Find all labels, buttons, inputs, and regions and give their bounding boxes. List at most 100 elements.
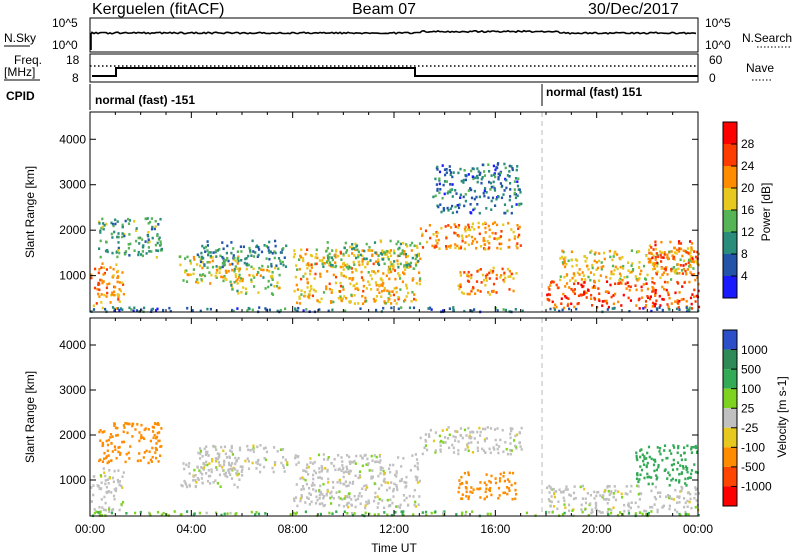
velocity-cell-4	[318, 490, 321, 494]
velocity-cell-5	[483, 439, 487, 443]
velocity-cell-4	[297, 461, 300, 464]
power-cell-1	[99, 229, 102, 233]
power-cell-5	[409, 265, 412, 268]
power-cell-5	[353, 293, 356, 297]
velocity-cell-5	[514, 434, 517, 438]
power-cell-6	[342, 261, 345, 265]
power-cell-9	[513, 191, 516, 195]
velocity-cell-2	[192, 475, 195, 478]
power-cell-13	[104, 307, 107, 311]
power-cell-3	[207, 251, 210, 254]
power-cell-11	[616, 253, 619, 256]
velocity-cell-7	[686, 505, 689, 508]
velocity-cell-3	[228, 463, 231, 466]
power-cell-2	[203, 274, 207, 278]
velocity-cell-5	[428, 435, 431, 438]
power-cell-3	[196, 253, 199, 257]
velocity-cell-7	[597, 490, 600, 494]
power-cell-12	[662, 256, 665, 259]
power-cell-4	[262, 268, 265, 272]
power-cell-10	[694, 300, 697, 303]
power-cell-3	[240, 250, 243, 253]
power-cell-13	[236, 307, 239, 310]
velocity-cell-4	[360, 495, 363, 498]
power-cell-9	[443, 168, 447, 171]
velocity-cell-9	[442, 511, 445, 514]
power-cell-1	[142, 245, 145, 249]
power-cell-4	[239, 279, 242, 283]
power-cell-5	[350, 293, 353, 297]
power-cell-4	[239, 277, 243, 280]
power-cell-8	[470, 273, 473, 277]
power-cell-0	[118, 300, 121, 303]
power-cell-5	[332, 300, 335, 304]
power-cell-13	[502, 308, 505, 311]
noise-tick-low-right: 10^0	[705, 38, 731, 52]
power-cell-11	[619, 257, 622, 261]
velocity-cell-3	[279, 448, 283, 451]
power-cell-5	[330, 289, 334, 292]
power-cell-0	[102, 280, 105, 283]
power-cell-8	[459, 283, 462, 286]
velocity-cell-4	[391, 501, 394, 505]
power-cell-5	[315, 253, 318, 256]
velocity-cell-9	[610, 511, 613, 515]
velocity-cell-8	[659, 447, 662, 450]
power-cell-13	[302, 309, 305, 312]
power-cell-9	[504, 166, 507, 170]
power-cell-1	[123, 232, 126, 236]
velocity-cell-4	[405, 481, 408, 484]
power-cell-2	[223, 274, 226, 278]
power-cell-13	[113, 309, 116, 312]
velocity-cell-4	[294, 456, 297, 460]
power-cell-10	[697, 305, 701, 309]
power-cell-10	[619, 281, 622, 284]
velocity-cell-7	[603, 489, 607, 493]
velocity-colorbar-label: 25	[741, 401, 755, 415]
velocity-cell-7	[694, 492, 697, 496]
velocity-cell-4	[334, 468, 337, 472]
velocity-cell-9	[394, 511, 397, 514]
power-cell-6	[411, 256, 414, 260]
velocity-cell-7	[606, 511, 609, 514]
power-cell-5	[308, 264, 311, 267]
power-cell-1	[137, 250, 140, 254]
power-cell-5	[298, 302, 302, 305]
velocity-cell-4	[353, 459, 356, 463]
velocity-cell-6	[460, 497, 463, 500]
power-cell-5	[393, 269, 397, 272]
power-cell-3	[265, 257, 268, 260]
power-cell-0	[105, 295, 108, 298]
velocity-cell-7	[644, 510, 648, 513]
velocity-cell-6	[485, 483, 488, 487]
power-cell-6	[326, 246, 329, 250]
velocity-cell-3	[241, 465, 244, 469]
power-cell-8	[508, 288, 511, 291]
velocity-cell-4	[377, 474, 380, 478]
power-cell-3	[215, 255, 218, 258]
power-cell-7	[513, 237, 516, 240]
power-cell-8	[492, 269, 495, 273]
power-cell-11	[666, 253, 669, 257]
power-cell-1	[128, 219, 132, 222]
power-cell-11	[689, 265, 693, 268]
velocity-cell-4	[414, 500, 417, 504]
power-cell-11	[638, 266, 641, 270]
power-cell-5	[340, 271, 343, 275]
power-cell-4	[233, 280, 236, 284]
power-cell-9	[490, 199, 493, 203]
power-cell-10	[605, 302, 609, 305]
velocity-cell-7	[607, 498, 611, 501]
power-cell-0	[117, 293, 121, 297]
power-cell-5	[403, 250, 406, 253]
velocity-cell-0	[121, 500, 125, 504]
velocity-cell-8	[676, 451, 679, 455]
velocity-cell-0	[101, 506, 104, 509]
power-cell-11	[589, 251, 592, 254]
power-cell-9	[509, 188, 512, 191]
velocity-cell-7	[562, 496, 565, 500]
power-cell-9	[457, 206, 461, 210]
power-cell-13	[92, 308, 96, 311]
power-cell-5	[315, 248, 318, 252]
velocity-cell-9	[412, 513, 415, 516]
